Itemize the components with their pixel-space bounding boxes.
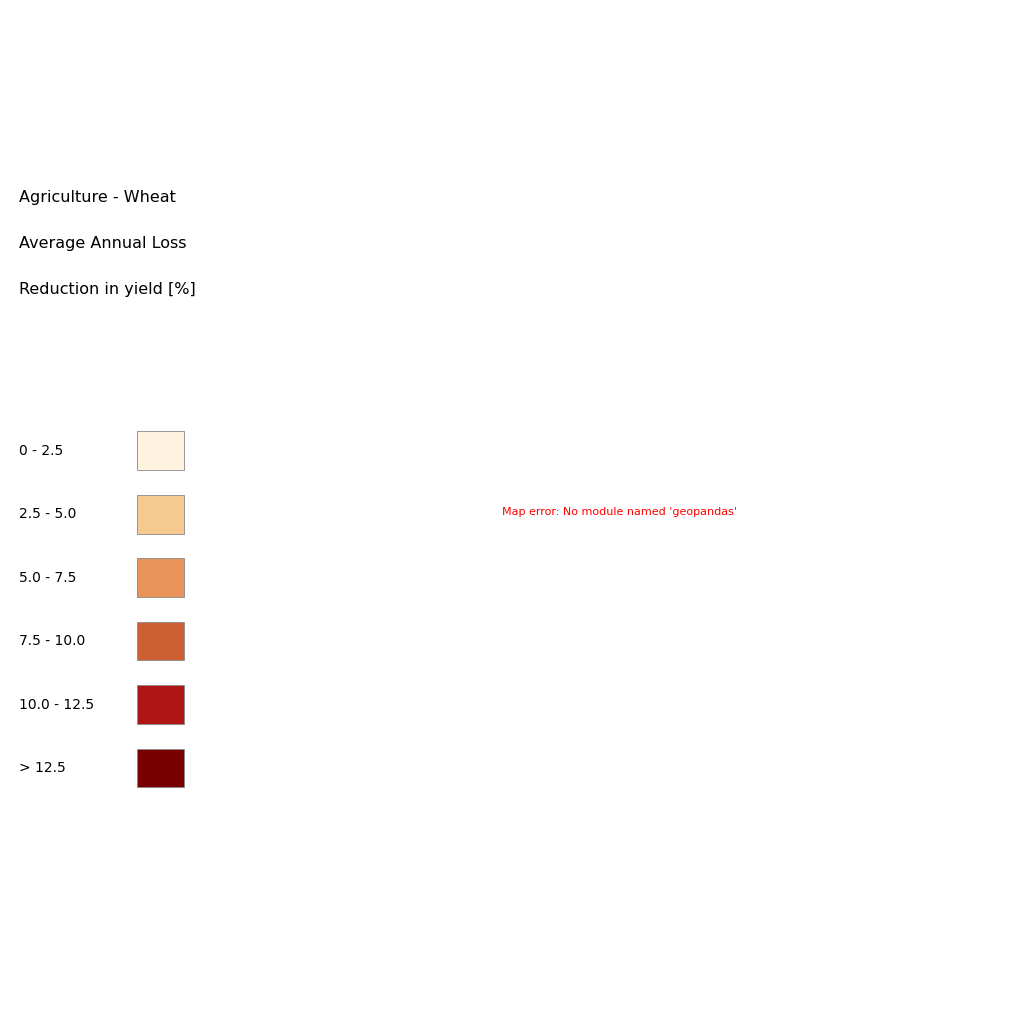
FancyBboxPatch shape <box>136 685 183 724</box>
FancyBboxPatch shape <box>136 558 183 597</box>
Text: Map error: No module named 'geopandas': Map error: No module named 'geopandas' <box>502 507 737 517</box>
Text: > 12.5: > 12.5 <box>18 761 66 775</box>
Text: 0 - 2.5: 0 - 2.5 <box>18 443 63 458</box>
Text: 2.5 - 5.0: 2.5 - 5.0 <box>18 507 76 521</box>
FancyBboxPatch shape <box>136 749 183 787</box>
FancyBboxPatch shape <box>136 622 183 660</box>
Text: Average Annual Loss: Average Annual Loss <box>18 236 186 251</box>
FancyBboxPatch shape <box>136 495 183 534</box>
Text: Agriculture - Wheat: Agriculture - Wheat <box>18 189 176 205</box>
FancyBboxPatch shape <box>136 431 183 470</box>
Text: Reduction in yield [%]: Reduction in yield [%] <box>18 282 196 297</box>
Text: 5.0 - 7.5: 5.0 - 7.5 <box>18 570 76 585</box>
Text: 10.0 - 12.5: 10.0 - 12.5 <box>18 697 94 712</box>
Text: 7.5 - 10.0: 7.5 - 10.0 <box>18 634 85 648</box>
